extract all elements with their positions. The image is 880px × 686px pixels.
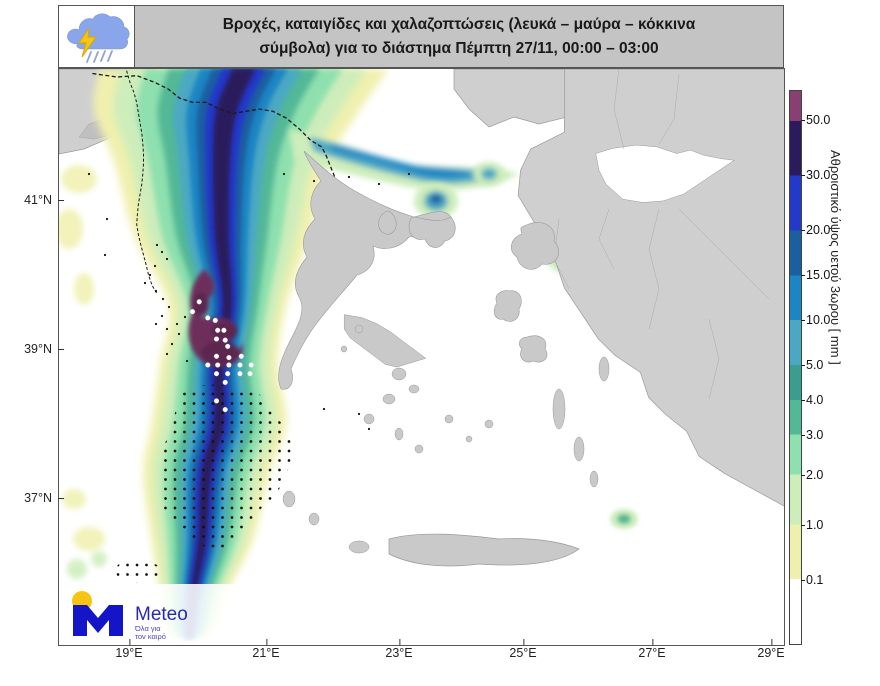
svg-text:τον καιρό: τον καιρό — [135, 632, 166, 641]
svg-text:Meteo: Meteo — [135, 604, 188, 625]
